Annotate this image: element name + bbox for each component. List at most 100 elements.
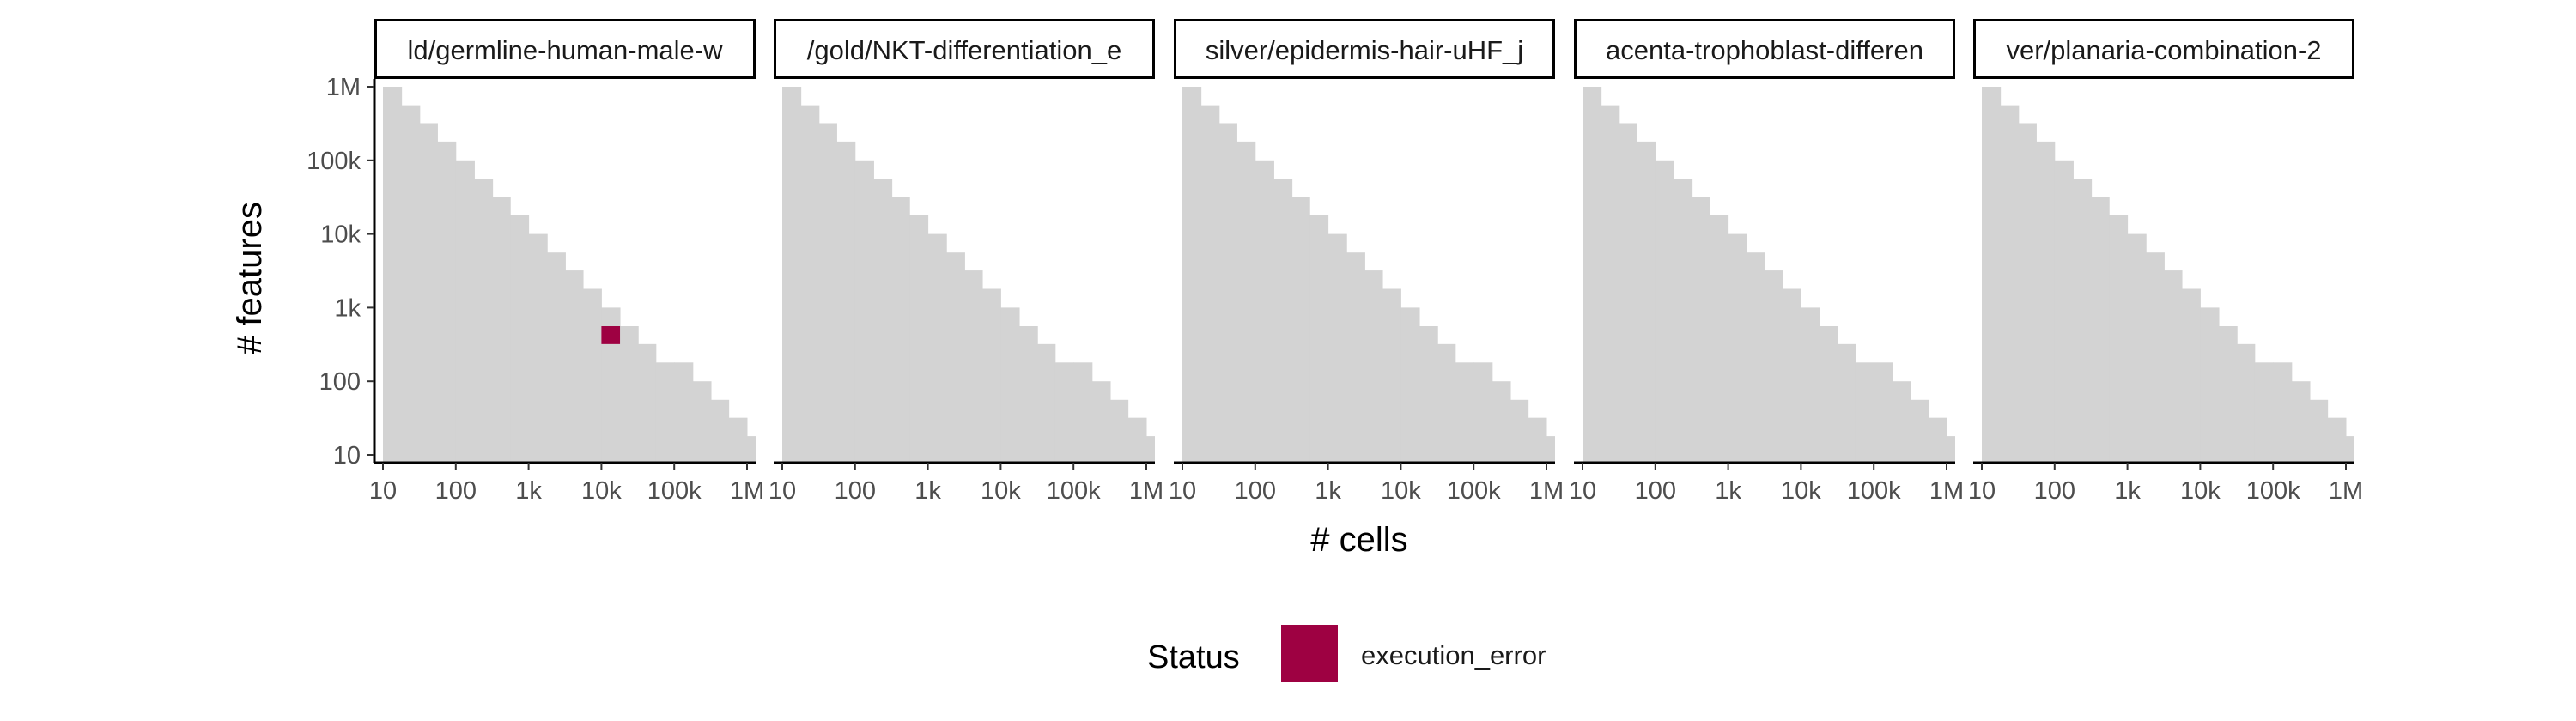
x-tick-label: 100: [1235, 477, 1276, 505]
facet-strip: [1574, 19, 1955, 79]
feasible-region-step: [620, 326, 639, 463]
x-tick-label: 10: [369, 477, 397, 505]
feasible-region-step: [2254, 362, 2274, 463]
facet-panel: 10 100 1k 10k 100k 1M silver/epidermis-hair-uH…: [1169, 19, 1564, 505]
x-tick-label: 10k: [1381, 477, 1421, 505]
feasible-region-step: [800, 105, 820, 463]
facet-strip-title: silver/epidermis-hair-uHF_j: [1206, 35, 1523, 65]
feasible-region-step: [2000, 105, 2020, 463]
feasible-region-step: [1400, 307, 1420, 463]
feasible-region-step: [638, 343, 657, 463]
x-tick-label: 1k: [1315, 477, 1341, 505]
feasible-region-step: [1783, 288, 1801, 463]
legend: Status execution_error: [1147, 625, 1546, 682]
feasible-region-step: [1346, 252, 1365, 463]
x-tick-label: 1M: [1529, 477, 1564, 505]
feasible-region-step: [1146, 436, 1155, 463]
feasible-region-step: [474, 179, 494, 463]
x-tick-label: 1k: [2114, 477, 2141, 505]
feasible-region-step: [2164, 270, 2183, 463]
feasible-region-step: [1218, 123, 1237, 463]
feasible-region-step: [401, 105, 421, 463]
feasible-region-step: [1728, 233, 1747, 463]
feasible-region-step: [873, 179, 893, 463]
feasible-region-step: [2036, 141, 2056, 463]
feasible-region-step: [1546, 436, 1555, 463]
feasible-region-step: [2054, 160, 2074, 463]
x-tick-label: 100: [1635, 477, 1676, 505]
facet-strip: [774, 19, 1155, 79]
feasible-region-step: [1820, 326, 1838, 463]
x-tick-label: 10k: [2180, 477, 2221, 505]
x-tick-label: 1k: [515, 477, 542, 505]
feasible-region-step: [1747, 252, 1765, 463]
feasible-region-step: [1019, 326, 1038, 463]
feasible-region-step: [455, 160, 475, 463]
facet-panel: 10 100 1k 10k 100k 1M ld/germline-human-male-w: [369, 19, 764, 505]
feasible-region-step: [2273, 362, 2293, 463]
feasible-region-step: [782, 87, 802, 463]
feasible-region-step: [1601, 105, 1620, 463]
facet-strip-title: ld/germline-human-male-w: [408, 35, 724, 65]
feasible-region-step: [1309, 215, 1329, 463]
y-tick-label: 100k: [307, 148, 361, 175]
feasible-region-step: [2219, 326, 2238, 463]
y-tick-label: 10k: [320, 221, 361, 249]
facet-panel: 10 100 1k 10k 100k 1M acenta-trophoblast-diffe…: [1569, 19, 1964, 505]
legend-swatch-execution-error: [1281, 625, 1338, 682]
x-tick-label: 100: [2034, 477, 2075, 505]
feasible-region-step: [747, 436, 756, 463]
feasible-region-step: [1692, 197, 1710, 463]
feasible-region-step: [2146, 252, 2165, 463]
facet-strip: [374, 19, 756, 79]
feasible-region-step: [1236, 141, 1256, 463]
feasible-region-step: [927, 233, 947, 463]
x-tick-label: 10: [1169, 477, 1196, 505]
feasible-region-step: [1911, 399, 1929, 463]
x-tick-label: 1M: [730, 477, 764, 505]
feasible-region-step: [1710, 215, 1729, 463]
feasible-region-step: [1255, 160, 1274, 463]
feasible-region-step: [854, 160, 874, 463]
feasible-region-step: [946, 252, 965, 463]
x-tick-label: 100k: [1447, 477, 1501, 505]
feasible-region-step: [1492, 381, 1511, 463]
feasible-region-step: [1473, 362, 1493, 463]
feasible-region-step: [2237, 343, 2256, 463]
feasible-region-step: [1655, 160, 1674, 463]
facet-strip-title: /gold/NKT-differentiation_e: [807, 35, 1122, 65]
feasible-region-step: [1419, 326, 1438, 463]
feasible-region-step: [692, 381, 712, 463]
feasible-region-step: [655, 362, 675, 463]
feasible-region-step: [2018, 123, 2037, 463]
y-axis-title: # features: [231, 202, 269, 354]
y-tick-label: 100: [319, 368, 361, 396]
feasible-region-step: [1364, 270, 1383, 463]
x-tick-label: 100: [435, 477, 477, 505]
feasible-region-step: [1073, 362, 1093, 463]
feasible-region-step: [547, 252, 566, 463]
feasible-region-step: [1327, 233, 1347, 463]
feasible-region-step: [601, 307, 621, 463]
feasible-region-step: [1182, 87, 1202, 463]
feasible-region-step: [1273, 179, 1293, 463]
feasible-region-step: [2327, 417, 2347, 463]
feasible-region-step: [419, 123, 438, 463]
facet-strip-title: acenta-trophoblast-differen: [1606, 35, 1923, 65]
feasible-region-step: [1455, 362, 1474, 463]
feasible-region-step: [1982, 87, 2002, 463]
feasible-region-step: [1947, 436, 1955, 463]
feasible-region-step: [383, 87, 403, 463]
facet-panel: 10 100 1k 10k 100k 1M/gold/NKT-differentiatio…: [769, 19, 1163, 505]
feasible-region-step: [1892, 381, 1911, 463]
facet-panels: 10 100 1k 10k 100k 1M ld/germline-human-male-w…: [369, 19, 2363, 505]
feasible-region-step: [2182, 288, 2201, 463]
legend-title: Status: [1147, 639, 1240, 676]
feasible-region-step: [1000, 307, 1020, 463]
feasible-region-step: [1674, 179, 1693, 463]
feasible-region-step: [528, 233, 548, 463]
feasible-region-step: [728, 417, 748, 463]
feasible-region-step: [1054, 362, 1074, 463]
feasible-region-step: [1765, 270, 1783, 463]
